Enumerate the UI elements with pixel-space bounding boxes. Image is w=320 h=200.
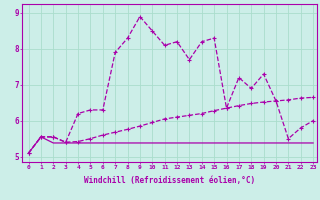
X-axis label: Windchill (Refroidissement éolien,°C): Windchill (Refroidissement éolien,°C) — [84, 176, 255, 185]
